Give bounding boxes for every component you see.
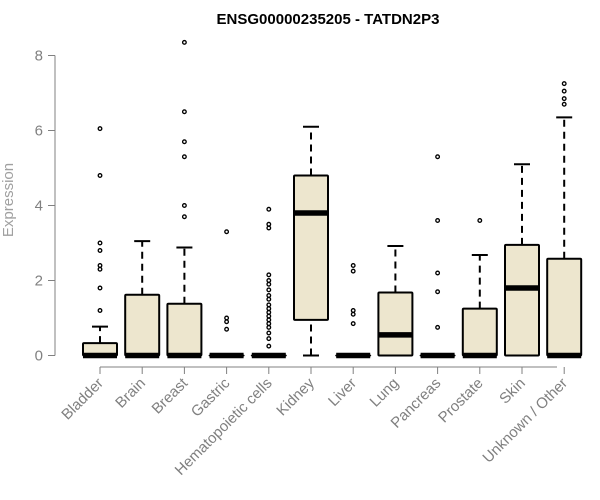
outlier-point: [266, 309, 272, 315]
box-lung: [377, 245, 414, 357]
x-tick-label: Prostate: [435, 375, 487, 427]
y-axis-label: Expression: [0, 163, 17, 237]
box-bladder: [82, 126, 118, 359]
outlier-point: [561, 101, 567, 107]
outlier-point: [224, 319, 230, 325]
box-prostate: [461, 218, 498, 359]
outlier-point: [266, 336, 272, 342]
x-tick-label: Kidney: [273, 374, 318, 419]
outlier-point: [97, 126, 103, 132]
chart-title: ENSG00000235205 - TATDN2P3: [217, 11, 440, 28]
box-brain: [124, 240, 161, 359]
box-rect: [377, 291, 414, 357]
x-tick-label: Lung: [367, 375, 403, 411]
outlier-point: [266, 272, 272, 278]
outlier-point: [97, 248, 103, 253]
outlier-point: [350, 263, 356, 268]
outlier-point: [266, 302, 272, 308]
box-rect: [293, 174, 329, 321]
y-tick-label: 0: [35, 348, 43, 365]
outlier-point: [350, 268, 356, 274]
outlier-point: [266, 281, 272, 287]
outlier-point: [435, 324, 441, 330]
outlier-point: [350, 311, 356, 317]
x-tick-label: Breast: [149, 374, 192, 417]
outlier-point: [350, 308, 356, 313]
outlier-point: [97, 266, 103, 272]
box-liver: [335, 263, 372, 359]
outlier-point: [266, 293, 272, 298]
outlier-point: [266, 317, 272, 323]
outlier-point: [181, 139, 187, 145]
box-rect: [461, 307, 498, 357]
outlier-point: [97, 285, 103, 291]
outlier-point: [435, 154, 441, 160]
x-tick-label: Brain: [112, 375, 149, 412]
y-tick-label: 4: [35, 198, 43, 215]
outlier-point: [97, 240, 103, 246]
box-rect: [546, 257, 583, 357]
box-breast: [166, 39, 203, 359]
outlier-point: [266, 287, 272, 293]
outlier-point: [266, 324, 272, 330]
outlier-point: [97, 263, 103, 268]
outlier-point: [181, 109, 187, 115]
outlier-point: [477, 218, 483, 223]
y-tick-label: 8: [35, 48, 43, 65]
box-rect: [124, 293, 161, 357]
outlier-point: [266, 313, 272, 319]
outlier-point: [266, 221, 272, 227]
y-axis: 0 2 4 6 8: [35, 48, 56, 365]
x-tick-label: Skin: [496, 375, 529, 408]
y-tick-label: 2: [35, 273, 43, 290]
boxes-group: [82, 39, 583, 359]
outlier-point: [435, 218, 441, 223]
box-kidney: [293, 125, 329, 357]
outlier-point: [224, 315, 230, 321]
outlier-point: [266, 330, 272, 336]
outlier-point: [435, 289, 441, 295]
outlier-point: [266, 225, 272, 231]
x-tick-label: Bladder: [58, 375, 107, 424]
outlier-point: [266, 296, 272, 302]
outlier-point: [224, 229, 230, 235]
outlier-point: [266, 343, 272, 349]
outlier-point: [97, 173, 103, 178]
outlier-point: [350, 321, 356, 327]
box-gastric: [208, 229, 245, 359]
outlier-point: [181, 214, 187, 220]
outlier-point: [181, 154, 187, 160]
outlier-point: [97, 308, 103, 313]
box-rect: [166, 302, 203, 357]
outlier-point: [561, 81, 567, 87]
outlier-point: [266, 206, 272, 212]
box-hematopoietic-cells: [250, 206, 287, 359]
outlier-point: [181, 203, 187, 208]
x-tick-label: Liver: [325, 375, 360, 410]
outlier-point: [266, 306, 272, 312]
y-tick-label: 6: [35, 123, 43, 140]
box-unknown-other: [546, 81, 583, 359]
outlier-point: [266, 321, 272, 327]
outlier-point: [435, 270, 441, 276]
outlier-point: [561, 96, 567, 102]
outlier-point: [224, 326, 230, 332]
box-rect: [504, 243, 540, 357]
outlier-point: [561, 88, 567, 94]
outlier-point: [181, 39, 187, 45]
box-pancreas: [419, 154, 456, 359]
outlier-point: [266, 278, 272, 283]
box-skin: [504, 163, 540, 357]
